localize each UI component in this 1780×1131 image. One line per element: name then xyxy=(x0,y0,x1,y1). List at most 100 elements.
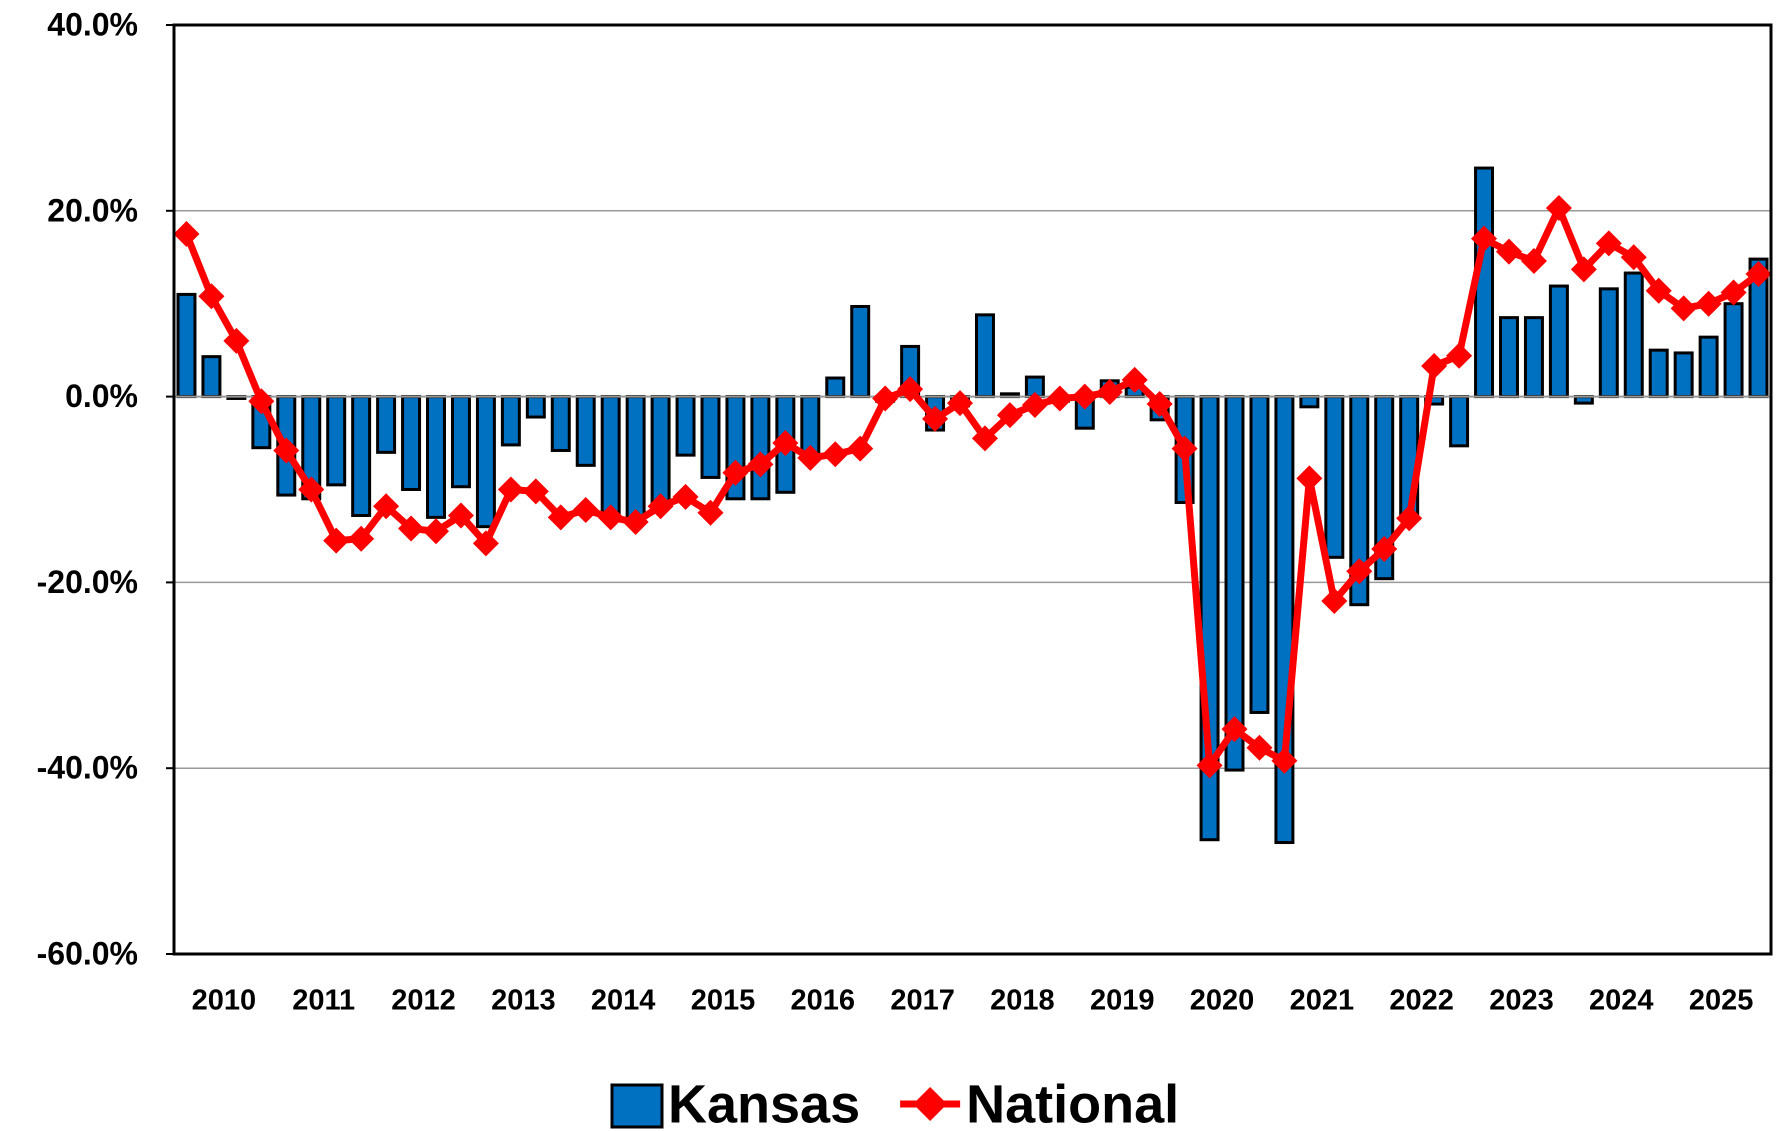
line-marker xyxy=(822,441,849,468)
x-tick-label: 2020 xyxy=(1190,985,1255,1017)
line-marker xyxy=(1246,734,1273,761)
x-tick-label: 2021 xyxy=(1290,985,1355,1017)
line-marker xyxy=(722,459,749,486)
y-tick-label: -20.0% xyxy=(37,564,138,600)
bar xyxy=(1299,395,1320,409)
line-marker xyxy=(1520,247,1547,274)
bar xyxy=(625,395,646,519)
legend-label: National xyxy=(966,1074,1179,1131)
line-marker xyxy=(1446,342,1473,369)
line-marker xyxy=(897,376,924,403)
bar xyxy=(376,395,397,454)
legend: Kansas National xyxy=(610,1074,1179,1131)
line-marker xyxy=(1695,290,1722,317)
bar xyxy=(1648,348,1669,399)
line-marker xyxy=(522,478,549,505)
line-marker xyxy=(622,509,649,536)
line-marker xyxy=(248,388,275,415)
x-tick-label: 2014 xyxy=(591,985,656,1017)
line-marker xyxy=(1171,435,1198,462)
line-marker xyxy=(273,437,300,464)
line-marker xyxy=(1321,587,1348,614)
bar xyxy=(600,395,621,515)
bar xyxy=(450,395,471,489)
line-marker xyxy=(423,518,450,545)
line-marker xyxy=(1296,465,1323,492)
x-tick-label: 2016 xyxy=(791,985,856,1017)
line-marker xyxy=(198,283,225,310)
line-marker xyxy=(1071,383,1098,410)
bar xyxy=(176,292,197,399)
line-marker xyxy=(1645,277,1672,304)
line-marker xyxy=(922,405,949,432)
line-marker xyxy=(547,504,574,531)
bar xyxy=(201,355,222,399)
bar xyxy=(1698,335,1719,399)
bar xyxy=(700,395,721,479)
line-marker xyxy=(398,515,425,542)
y-tick-label: 20.0% xyxy=(47,192,138,228)
x-tick-label: 2015 xyxy=(691,985,756,1017)
line-marker xyxy=(1146,391,1173,418)
bar xyxy=(650,395,671,505)
bar xyxy=(1449,395,1470,448)
line-marker xyxy=(1720,279,1747,306)
bar xyxy=(1623,271,1644,399)
line-marker xyxy=(1271,747,1298,774)
bar xyxy=(1548,284,1569,399)
x-tick-label: 2019 xyxy=(1090,985,1155,1017)
bar xyxy=(1274,395,1295,845)
bar xyxy=(974,313,995,399)
line-marker xyxy=(672,483,699,510)
line-marker xyxy=(697,499,724,526)
line-marker xyxy=(298,476,325,503)
bar xyxy=(550,395,571,452)
x-tick-label: 2018 xyxy=(990,985,1055,1017)
x-tick-label: 2025 xyxy=(1689,985,1754,1017)
bar xyxy=(1598,287,1619,399)
line-marker xyxy=(1495,238,1522,265)
line-marker xyxy=(1545,195,1572,222)
line-marker xyxy=(497,476,524,503)
bar xyxy=(825,376,846,399)
line-marker xyxy=(173,221,200,248)
line-marker xyxy=(747,451,774,478)
bar xyxy=(1324,395,1345,559)
bar xyxy=(1224,395,1245,772)
line-marker xyxy=(1620,244,1647,271)
line-marker xyxy=(1021,391,1048,418)
x-tick-label: 2011 xyxy=(292,985,355,1017)
bar xyxy=(500,395,521,447)
line xyxy=(183,204,1761,769)
line-marker xyxy=(1595,230,1622,257)
line-marker xyxy=(447,502,474,529)
bar xyxy=(351,395,372,518)
line-marker xyxy=(373,493,400,520)
bar xyxy=(850,304,871,399)
line-marker xyxy=(1121,366,1148,393)
line-marker xyxy=(572,496,599,523)
bar xyxy=(326,395,347,487)
line-marker xyxy=(1745,260,1772,287)
legend-label: Kansas xyxy=(668,1074,860,1131)
line-marker xyxy=(323,527,350,554)
bar xyxy=(1673,351,1694,399)
line-marker xyxy=(1346,558,1373,585)
legend-swatch xyxy=(610,1083,664,1129)
bar xyxy=(525,395,546,419)
x-tick-label: 2023 xyxy=(1489,985,1554,1017)
bar xyxy=(1723,302,1744,399)
line-marker xyxy=(996,402,1023,429)
y-tick-label: 0.0% xyxy=(65,378,138,414)
line-marker xyxy=(1421,352,1448,379)
line-marker xyxy=(647,493,674,520)
bar xyxy=(475,395,496,529)
x-tick-label: 2017 xyxy=(890,985,955,1017)
line-marker xyxy=(1471,225,1498,252)
y-tick-label: -60.0% xyxy=(37,935,138,971)
line-marker xyxy=(847,435,874,462)
y-tick-label: 40.0% xyxy=(47,6,138,42)
line-marker xyxy=(472,530,499,557)
x-tick-label: 2010 xyxy=(192,985,257,1017)
